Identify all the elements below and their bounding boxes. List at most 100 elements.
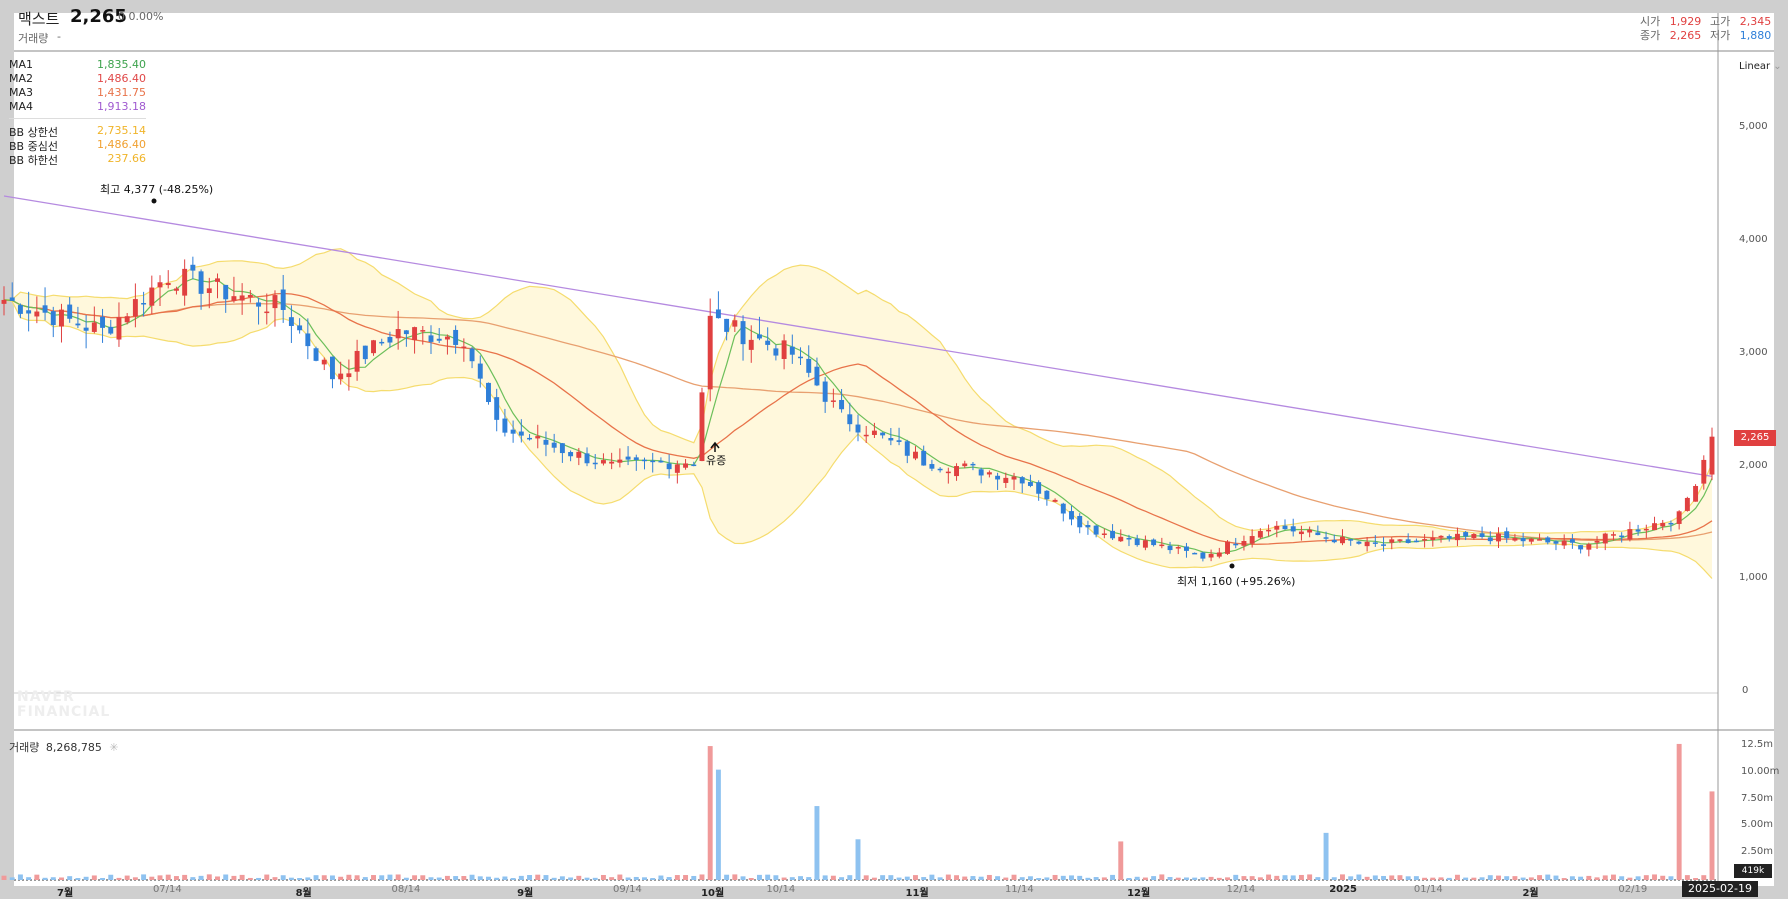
legend-bb-name[interactable]: BB 상한선: [9, 126, 58, 139]
volume-bar: [1340, 874, 1345, 880]
scale-toggle[interactable]: Linear ⌄: [1739, 61, 1782, 72]
volume-bar: [863, 875, 869, 880]
volume-bar: [461, 876, 467, 880]
volume-bar: [1701, 875, 1707, 880]
volume-bar: [962, 876, 968, 880]
candle-body: [609, 461, 615, 464]
legend-ma-name[interactable]: MA1: [9, 58, 34, 71]
candle-body: [633, 457, 639, 460]
candle-body: [1036, 482, 1042, 494]
watermark-line-1: NAVER: [17, 689, 75, 705]
candle-body: [1307, 529, 1313, 533]
candle-body: [59, 309, 64, 327]
volume-bar: [1151, 876, 1157, 880]
volume-bar: [617, 874, 623, 880]
candle-body: [1438, 535, 1444, 538]
time-tick-label: 01/14: [1413, 884, 1443, 895]
candle-body: [444, 336, 450, 340]
volume-bar: [1381, 875, 1387, 880]
volume-bar: [420, 875, 426, 880]
candle-body: [280, 289, 286, 310]
candle-body: [921, 450, 927, 466]
volume-bar: [1627, 877, 1633, 880]
candle-body: [1586, 544, 1592, 550]
volume-bar: [83, 876, 89, 880]
legend-ma-name[interactable]: MA2: [9, 72, 34, 85]
volume-bar: [26, 877, 32, 880]
volume-panel-label: 거래량: [9, 741, 40, 754]
volume-bar: [1389, 875, 1395, 880]
time-tick-label: 12/14: [1226, 884, 1256, 895]
volume-bar: [1635, 876, 1641, 880]
candle-body: [1463, 532, 1469, 537]
candle-body: [1553, 541, 1559, 544]
volume-bar: [428, 877, 434, 880]
candle-body: [1142, 540, 1148, 548]
volume-bar: [1142, 877, 1148, 880]
candle-body: [1118, 536, 1124, 542]
volume-bar: [379, 875, 385, 880]
candle-body: [1446, 536, 1452, 539]
legend-ma-name[interactable]: MA4: [9, 100, 34, 113]
volume-bar: [1159, 874, 1165, 880]
open-readout: 시가 1,929: [1640, 13, 1701, 29]
candle-body: [165, 283, 171, 286]
candle-body: [625, 456, 631, 460]
candle-body: [773, 348, 779, 356]
candle-body: [1011, 476, 1017, 480]
volume-bar: [297, 878, 303, 880]
volume-bar: [1487, 875, 1493, 880]
settings-icon[interactable]: ✳: [109, 741, 119, 754]
volume-bar: [765, 874, 771, 880]
time-tick-label: 08/14: [391, 884, 421, 895]
ma3-line: [3, 299, 1713, 542]
candle-body: [1413, 540, 1419, 543]
volume-bar: [502, 876, 508, 880]
volume-bar: [756, 874, 762, 880]
candle-body: [17, 305, 23, 314]
close-readout: 종가 2,265: [1640, 27, 1701, 43]
candle-body: [1290, 526, 1296, 532]
volume-bar: [978, 876, 984, 880]
volume-bar: [231, 875, 237, 880]
candle-body: [814, 366, 820, 386]
candle-body: [1151, 539, 1157, 546]
volume-bar: [584, 877, 590, 880]
legend-bb-name[interactable]: BB 중심선: [9, 140, 58, 153]
candle-body: [149, 287, 155, 306]
candle-body: [995, 475, 1001, 480]
volume-bar: [75, 878, 81, 880]
volume-bar: [1249, 876, 1255, 880]
volume-bar: [658, 875, 664, 880]
volume-tick-label: 12.5m: [1741, 739, 1774, 751]
volume-bar: [371, 875, 376, 880]
legend-bb-value: 2,735.14: [97, 124, 146, 137]
candle-body: [477, 363, 483, 379]
candle-body: [1052, 499, 1058, 502]
legend-bb-name[interactable]: BB 하한선: [9, 154, 58, 167]
volume-bar: [913, 875, 918, 880]
volume-bar: [633, 876, 639, 880]
candle-body: [806, 358, 812, 373]
ma1-line: [3, 278, 1713, 555]
candle-body: [1348, 539, 1354, 541]
volume-bar: [1652, 874, 1657, 880]
candle-body: [42, 305, 48, 313]
time-tick-label: 02/19: [1618, 884, 1648, 895]
candle-body: [1430, 537, 1436, 540]
candle-body: [527, 437, 533, 440]
volume-bar: [1676, 743, 1682, 880]
low-readout: 저가 1,880: [1710, 27, 1771, 43]
volume-bar: [100, 877, 106, 880]
candle-body: [954, 466, 960, 477]
candle-body: [600, 460, 606, 464]
candle-body: [781, 340, 787, 360]
candle-body: [190, 264, 196, 271]
volume-bar: [141, 874, 147, 880]
candle-body: [699, 392, 705, 462]
candle-body: [26, 310, 32, 314]
legend-ma-name[interactable]: MA3: [9, 86, 34, 99]
candle-body: [1561, 540, 1567, 546]
volume-bar: [1545, 874, 1551, 880]
